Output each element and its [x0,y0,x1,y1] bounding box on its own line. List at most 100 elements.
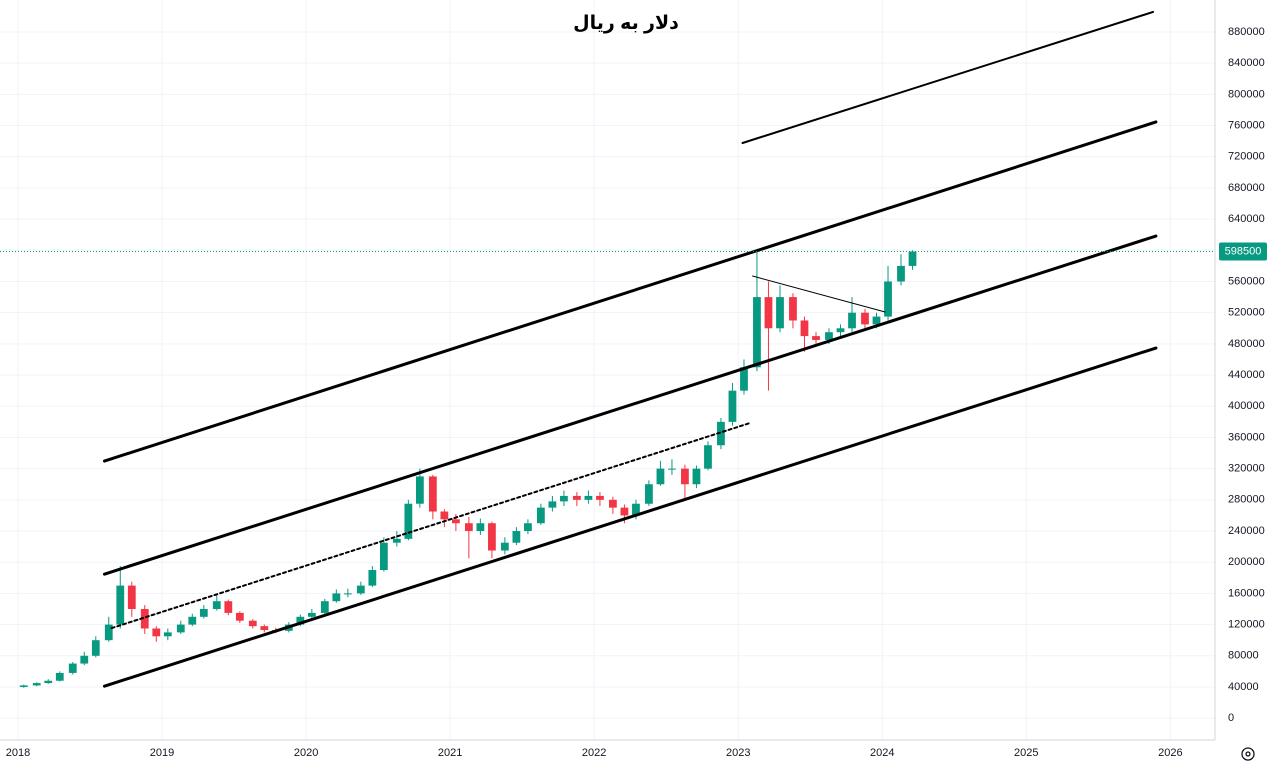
x-tick-label: 2018 [6,747,30,759]
candle-body [897,265,905,282]
candle-body [68,663,77,673]
candle-body [392,538,401,543]
y-tick-label: 680000 [1228,182,1265,194]
candle-body [428,476,437,512]
candle-body [356,585,365,594]
candle-body [368,570,377,586]
candle-body [776,297,784,329]
x-tick-label: 2020 [294,747,318,759]
candle-body [91,640,100,656]
y-tick-label: 360000 [1228,431,1265,443]
trend-line [102,120,1158,463]
candle-body [248,620,257,627]
candle-body [415,476,424,504]
candle-body [80,655,89,664]
candle-body [753,297,761,368]
candle-body [573,495,581,500]
candle-body [440,511,449,520]
candle-body [789,297,797,321]
candle-body [717,421,725,446]
y-tick-label: 0 [1228,712,1234,724]
candle-body [452,519,460,524]
trend-line [752,275,886,313]
last-price-label: 598500 [1225,245,1262,257]
candle-body [632,503,640,516]
candle-body [500,542,509,551]
settings-icon[interactable] [1241,747,1255,761]
y-tick-label: 880000 [1228,26,1265,38]
trend-line [102,346,1158,688]
x-tick-label: 2022 [582,747,606,759]
y-tick-label: 240000 [1228,525,1265,537]
candle-body [127,585,136,609]
candle-body [296,616,305,625]
candle-body [116,585,125,625]
candle-body [464,523,473,532]
y-tick-label: 280000 [1228,494,1265,506]
y-tick-label: 400000 [1228,400,1265,412]
candle-body [740,367,748,391]
candle-body [512,531,521,543]
candle-body [404,503,413,539]
candle-body [235,612,244,621]
x-tick-label: 2019 [150,747,174,759]
x-tick-label: 2025 [1014,747,1038,759]
candle-body [176,624,185,633]
candle-body [307,612,316,617]
candle-body [620,507,629,516]
candle-body [872,316,881,325]
y-tick-label: 800000 [1228,88,1265,100]
y-tick-label: 560000 [1228,275,1265,287]
candle-body [656,468,665,485]
grid [0,0,1215,740]
candle-body [728,390,737,422]
candle-body [343,593,352,595]
candle-body [884,281,892,317]
candle-body [332,593,341,602]
candle-body [764,297,773,329]
last-price-box [1219,242,1267,261]
candle-body [188,616,197,625]
candle-body [163,632,172,637]
y-tick-label: 840000 [1228,57,1265,69]
x-tick-label: 2021 [438,747,462,759]
y-tick-label: 480000 [1228,338,1265,350]
y-tick-label: 120000 [1228,619,1265,631]
candle-body [260,626,269,631]
x-tick-label: 2023 [726,747,750,759]
chart-title: دلار به ریال [573,13,679,34]
candle-body [681,468,689,485]
trend-line [741,10,1155,145]
candle-body [548,501,557,508]
axes: 0 40000 80000 120000 160000 200000 240000 28000… [6,26,1267,759]
y-tick-label: 160000 [1228,587,1265,599]
candle-body [908,251,917,266]
candle-body [320,601,329,613]
candle-body [140,608,149,629]
x-tick-label: 2026 [1158,747,1182,759]
y-tick-label: 720000 [1228,151,1265,163]
candle-body [692,468,701,485]
candle-body [152,628,161,637]
candle-body [488,523,496,551]
trend-line [102,234,1158,576]
y-tick-label: 760000 [1228,119,1265,131]
candle-body [800,320,809,337]
candle-body [19,685,28,687]
candle-body [704,445,712,469]
x-tick-label: 2024 [870,747,894,759]
candle-body [645,484,653,504]
y-tick-label: 40000 [1228,681,1259,693]
candle-body [861,312,869,325]
y-tick-label: 200000 [1228,556,1265,568]
candle-body [379,542,388,571]
candle-body [44,680,53,684]
candle-body [584,495,593,500]
y-tick-label: 520000 [1228,307,1265,319]
candle-body [596,495,604,500]
y-tick-label: 320000 [1228,463,1265,475]
candle-body [609,499,617,508]
